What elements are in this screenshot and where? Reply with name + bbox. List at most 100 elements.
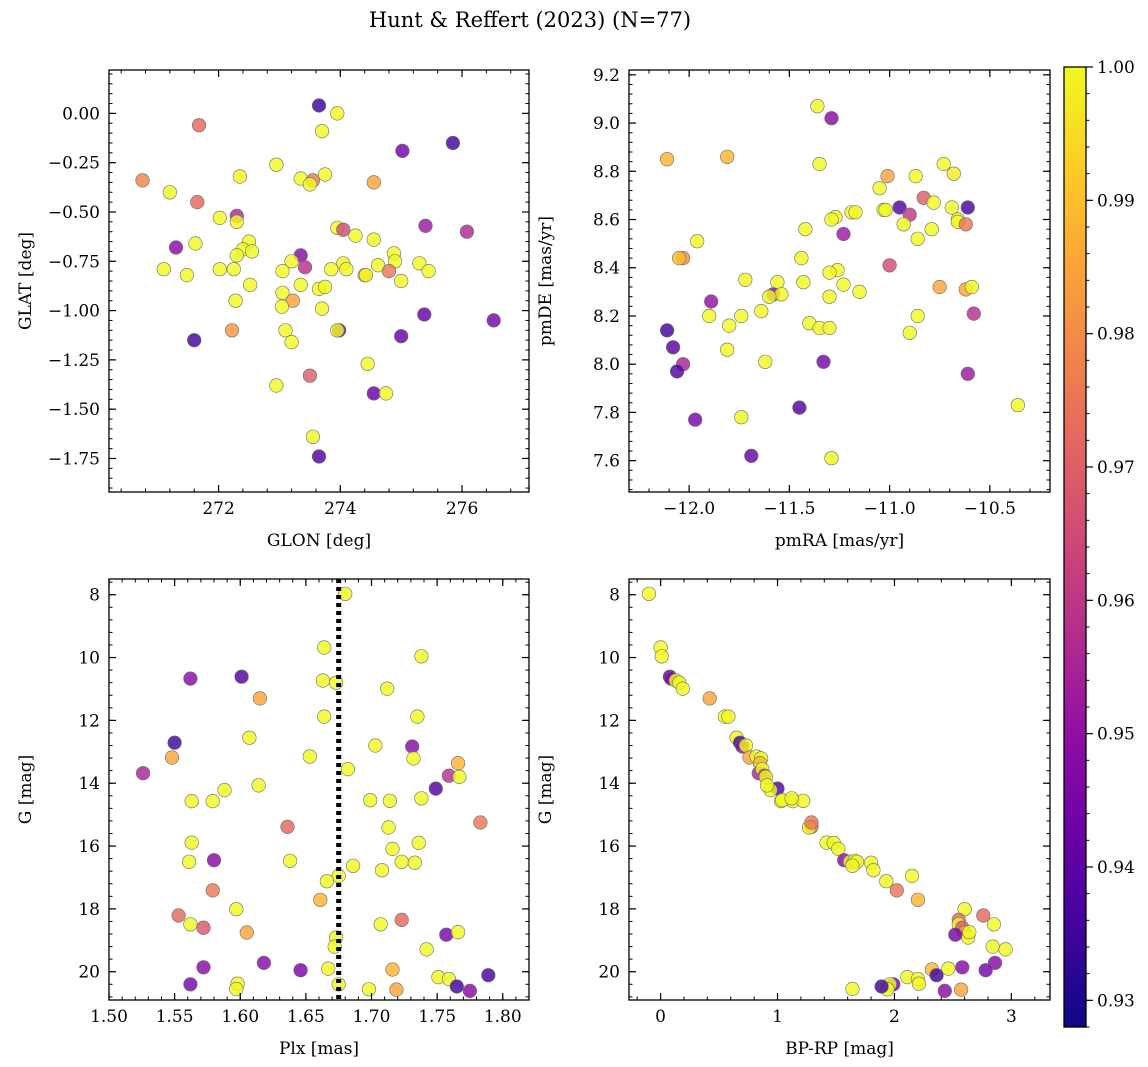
data-point (274, 299, 290, 314)
y-tick-label: 16 (598, 837, 620, 857)
points-glon_glat (135, 98, 501, 464)
figure-title: Hunt & Reffert (2023) (N=77) (369, 8, 691, 32)
data-point (252, 691, 267, 706)
x-tick-label: 1.50 (90, 1007, 128, 1027)
x-tick-label: 1.70 (353, 1007, 391, 1027)
axes-frame (108, 578, 530, 1001)
data-point (960, 366, 975, 381)
data-point (183, 977, 198, 992)
data-point (302, 749, 317, 764)
data-point (324, 262, 339, 277)
data-point (866, 863, 881, 878)
data-point (319, 874, 335, 889)
data-point (229, 214, 244, 229)
data-point (188, 236, 203, 251)
data-point (836, 226, 851, 242)
data-point (904, 868, 920, 884)
data-point (232, 169, 247, 184)
data-point (187, 333, 202, 348)
data-point (824, 111, 839, 126)
data-point (389, 982, 404, 997)
colorbar-tick-label: 0.93 (1097, 991, 1135, 1011)
data-point (284, 335, 299, 350)
data-point (269, 157, 284, 172)
x-tick-label: 276 (446, 499, 478, 519)
data-point (889, 883, 904, 898)
data-point (318, 279, 333, 295)
data-point (394, 912, 409, 928)
data-point (784, 791, 799, 806)
data-point (381, 264, 397, 279)
x-axis-label: pmRA [mas/yr] (775, 531, 904, 551)
y-tick-label: 8.2 (593, 307, 620, 327)
data-point (721, 709, 736, 724)
y-tick-label: 16 (78, 837, 100, 857)
data-point (998, 942, 1013, 957)
data-point (955, 960, 970, 975)
data-point (852, 284, 867, 300)
data-point (419, 942, 434, 957)
data-point (314, 124, 330, 139)
data-point (924, 222, 939, 237)
y-tick-label: 14 (598, 774, 620, 794)
data-point (641, 586, 657, 601)
data-point (168, 240, 184, 255)
x-tick-label: −11.0 (864, 499, 916, 519)
data-point (205, 793, 220, 809)
y-axis-label: G [mag] (16, 755, 36, 824)
data-point (330, 106, 345, 121)
data-point (136, 766, 151, 781)
data-point (654, 649, 669, 664)
data-point (183, 671, 198, 686)
data-point (986, 917, 1002, 932)
data-point (318, 167, 333, 182)
data-point (192, 118, 207, 133)
data-point (774, 287, 789, 302)
y-axis-label: GLAT [deg] (16, 232, 36, 330)
data-point (385, 841, 400, 857)
axes-frame (628, 69, 1051, 493)
data-point (228, 293, 243, 308)
y-tick-label: −0.25 (48, 154, 100, 174)
y-tick-label: 8.8 (593, 162, 620, 182)
data-point (315, 673, 331, 688)
data-point (880, 169, 895, 184)
data-point (414, 791, 429, 806)
points-pmra_pmde (659, 99, 1026, 466)
data-point (738, 738, 754, 753)
data-point (734, 308, 749, 324)
data-point (804, 815, 819, 830)
data-point (948, 927, 963, 942)
data-point (297, 260, 313, 275)
data-point (394, 273, 409, 289)
data-point (406, 751, 421, 766)
data-point (135, 173, 150, 188)
data-point (798, 222, 813, 237)
panel-pmra_pmde: −12.0 −11.5 −11.0 −10.5 7.6 7.8 8.0 8.2 8.4 8.6 8.… (536, 66, 1051, 551)
data-point (361, 982, 377, 997)
data-point (452, 769, 467, 785)
data-point (874, 979, 889, 994)
data-point (293, 277, 308, 293)
data-point (720, 149, 735, 164)
data-point (358, 268, 374, 283)
data-point (196, 960, 211, 975)
data-point (206, 853, 222, 868)
data-point (314, 301, 330, 316)
data-point (872, 181, 887, 196)
x-tick-label: 3 (1006, 1007, 1017, 1027)
data-point (976, 908, 991, 923)
data-point (848, 205, 863, 220)
data-point (239, 925, 254, 940)
data-point (481, 968, 496, 983)
data-point (659, 323, 675, 338)
data-point (394, 854, 409, 869)
x-axis-label: GLON [deg] (267, 531, 371, 551)
data-point (305, 429, 321, 444)
y-tick-label: 8 (609, 586, 620, 606)
y-axis-label: pmDE [mas/yr] (536, 216, 556, 346)
data-point (280, 819, 295, 835)
x-tick-label: −11.5 (763, 499, 815, 519)
y-tick-label: 20 (598, 963, 620, 983)
